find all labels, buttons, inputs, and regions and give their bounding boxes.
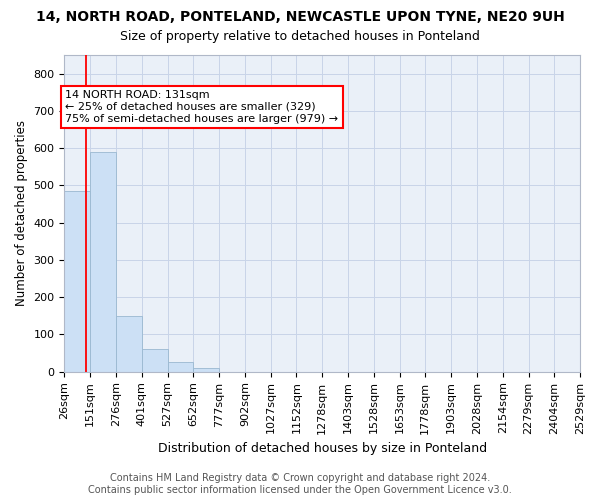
Text: Contains HM Land Registry data © Crown copyright and database right 2024.
Contai: Contains HM Land Registry data © Crown c…: [88, 474, 512, 495]
Bar: [116, 316, 142, 372]
X-axis label: Distribution of detached houses by size in Ponteland: Distribution of detached houses by size …: [158, 442, 487, 455]
Bar: [142, 348, 167, 372]
Text: Size of property relative to detached houses in Ponteland: Size of property relative to detached ho…: [120, 30, 480, 43]
Text: 14 NORTH ROAD: 131sqm
← 25% of detached houses are smaller (329)
75% of semi-det: 14 NORTH ROAD: 131sqm ← 25% of detached …: [65, 90, 338, 124]
Y-axis label: Number of detached properties: Number of detached properties: [15, 120, 28, 306]
Bar: [193, 368, 219, 372]
Text: 14, NORTH ROAD, PONTELAND, NEWCASTLE UPON TYNE, NE20 9UH: 14, NORTH ROAD, PONTELAND, NEWCASTLE UPO…: [35, 10, 565, 24]
Bar: [167, 362, 193, 372]
Bar: [64, 191, 90, 372]
Bar: [90, 152, 116, 372]
